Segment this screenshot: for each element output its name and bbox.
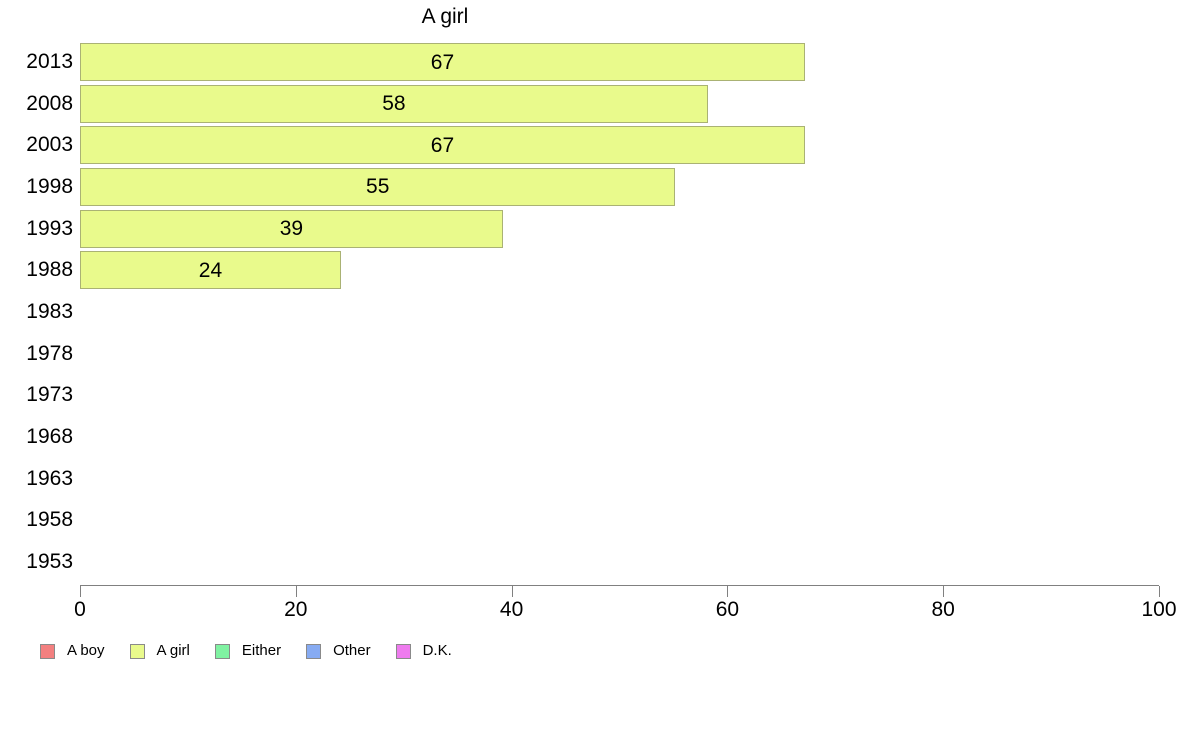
y-axis-label: 1968 (26, 424, 73, 448)
y-axis-label: 1958 (26, 508, 73, 532)
x-axis-tick (943, 586, 945, 597)
y-axis-label: 2003 (26, 133, 73, 157)
bar-value-label: 55 (366, 175, 390, 199)
bar: 67 (80, 43, 805, 81)
y-axis-label: 1993 (26, 216, 73, 240)
bar: 67 (80, 126, 805, 165)
bar-value-label: 39 (279, 217, 304, 241)
bar-value-label: 24 (198, 258, 223, 282)
x-axis-tick (295, 586, 297, 597)
x-axis-tick-label: 100 (1141, 598, 1177, 621)
x-axis-tick (727, 586, 729, 597)
x-axis-tick-label: 20 (284, 598, 308, 621)
legend-swatch-d-k (395, 643, 411, 659)
legend-swatch-other (306, 643, 322, 659)
legend-item: Other (306, 642, 371, 660)
y-axis-label: 1973 (26, 383, 73, 407)
bar-value-label: 67 (430, 133, 455, 157)
legend-item: A boy (40, 642, 105, 660)
legend-item: Either (214, 642, 282, 660)
y-axis-label: 1998 (26, 174, 73, 198)
bar: 58 (80, 84, 708, 123)
legend-label: D.K. (422, 642, 452, 659)
y-axis-label: 1963 (26, 466, 73, 490)
legend-swatch-either (214, 643, 230, 659)
legend-label: Either (241, 642, 282, 659)
y-axis-label: 1953 (26, 549, 73, 573)
bar: 24 (80, 251, 341, 290)
x-axis-tick (1159, 586, 1160, 597)
y-axis-label: 1988 (26, 258, 73, 282)
y-axis-label: 1978 (26, 341, 73, 365)
y-axis-label: 2008 (26, 91, 73, 115)
x-axis-line (80, 585, 1159, 586)
legend-swatch-a-girl (129, 643, 145, 659)
legend-label: A girl (156, 642, 190, 659)
x-axis-tick (511, 586, 513, 597)
bar-value-label: 58 (382, 92, 406, 116)
legend-label: Other (333, 642, 371, 659)
x-axis-tick-label: 60 (715, 598, 740, 621)
legend: A boy A girl Either Other D.K. (40, 642, 452, 660)
legend-item: A girl (129, 642, 190, 660)
x-axis-tick (80, 586, 81, 597)
x-axis-tick-label: 40 (499, 598, 524, 621)
y-axis-label: 1983 (26, 299, 73, 323)
legend-label: A boy (67, 642, 105, 659)
bar: 39 (80, 209, 503, 248)
bar: 55 (80, 167, 676, 206)
bar-value-label: 67 (430, 50, 455, 74)
x-axis-tick-label: 0 (74, 598, 86, 621)
x-axis-tick-label: 80 (931, 598, 955, 621)
chart-title: A girl (421, 5, 469, 28)
legend-swatch-a-boy (40, 643, 55, 659)
y-axis-label: 2013 (26, 50, 73, 73)
legend-item: D.K. (395, 642, 452, 660)
